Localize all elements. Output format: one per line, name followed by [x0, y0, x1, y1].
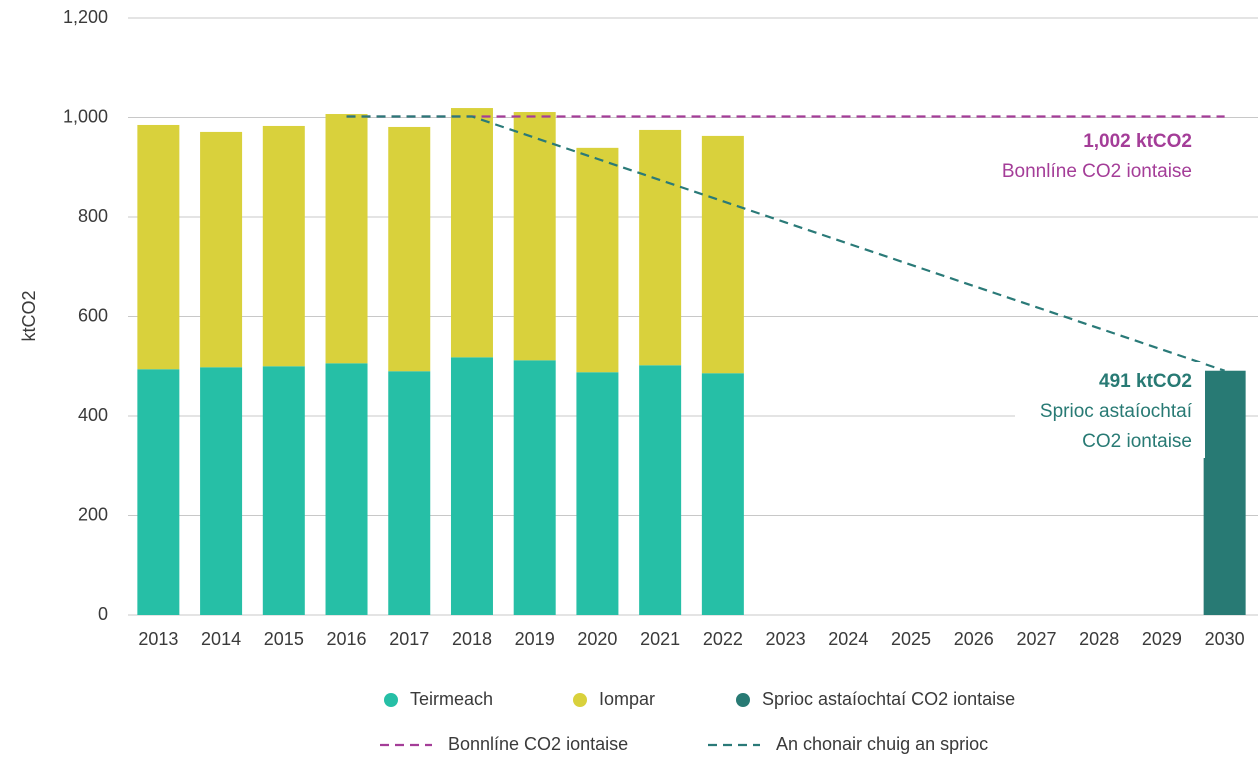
bar — [200, 131, 243, 368]
x-tick-label: 2022 — [703, 629, 743, 649]
x-tick-label: 2021 — [640, 629, 680, 649]
y-tick-label: 200 — [78, 504, 108, 524]
x-tick-label: 2029 — [1142, 629, 1182, 649]
legend-label: Teirmeach — [410, 689, 493, 709]
x-tick-label: 2015 — [264, 629, 304, 649]
bar — [639, 365, 682, 615]
annotation: Sprioc astaíochtaí — [1040, 401, 1193, 422]
annotation: CO2 iontaise — [1082, 431, 1192, 452]
y-tick-label: 1,000 — [63, 106, 108, 126]
bar — [513, 112, 556, 361]
x-tick-label: 2013 — [138, 629, 178, 649]
annotation: Bonnlíne CO2 iontaise — [1002, 161, 1192, 182]
bar — [701, 373, 744, 615]
annotation-background — [1015, 362, 1205, 458]
legend-marker — [736, 693, 750, 707]
x-tick-label: 2016 — [327, 629, 367, 649]
dashed-line — [346, 115, 1225, 372]
x-tick-label: 2024 — [828, 629, 868, 649]
bar — [200, 367, 243, 615]
bar — [325, 363, 368, 615]
x-tick-label: 2020 — [577, 629, 617, 649]
bar — [137, 369, 180, 615]
x-tick-label: 2018 — [452, 629, 492, 649]
legend-label: Bonnlíne CO2 iontaise — [448, 734, 628, 754]
bar — [576, 372, 619, 615]
bar — [576, 147, 619, 373]
bar — [513, 360, 556, 615]
bar — [1203, 370, 1246, 615]
x-tick-label: 2019 — [515, 629, 555, 649]
legend-marker — [573, 693, 587, 707]
x-tick-label: 2026 — [954, 629, 994, 649]
annotation: 1,002 ktCO2 — [1083, 131, 1192, 152]
legend-marker — [384, 693, 398, 707]
y-axis-label: ktCO2 — [19, 290, 39, 341]
bar — [388, 126, 431, 372]
x-tick-label: 2014 — [201, 629, 241, 649]
y-tick-label: 800 — [78, 206, 108, 226]
legend-label: Sprioc astaíochtaí CO2 iontaise — [762, 689, 1015, 709]
x-tick-label: 2030 — [1205, 629, 1245, 649]
bar — [701, 135, 744, 374]
y-tick-label: 400 — [78, 405, 108, 425]
bar — [262, 366, 305, 615]
y-tick-label: 600 — [78, 305, 108, 325]
x-tick-label: 2023 — [766, 629, 806, 649]
bar — [137, 124, 180, 370]
x-tick-label: 2027 — [1016, 629, 1056, 649]
x-tick-label: 2028 — [1079, 629, 1119, 649]
bar — [450, 108, 493, 358]
bar — [262, 125, 305, 367]
lines — [346, 115, 1225, 372]
legend-label: An chonair chuig an sprioc — [776, 734, 988, 754]
y-tick-label: 0 — [98, 604, 108, 624]
legend-label: Iompar — [599, 689, 655, 709]
bar — [450, 357, 493, 615]
bar — [325, 114, 368, 364]
x-tick-label: 2017 — [389, 629, 429, 649]
bar — [388, 371, 431, 615]
annotation: 491 ktCO2 — [1099, 371, 1192, 392]
x-tick-label: 2025 — [891, 629, 931, 649]
y-tick-label: 1,200 — [63, 7, 108, 27]
bar — [639, 129, 682, 366]
